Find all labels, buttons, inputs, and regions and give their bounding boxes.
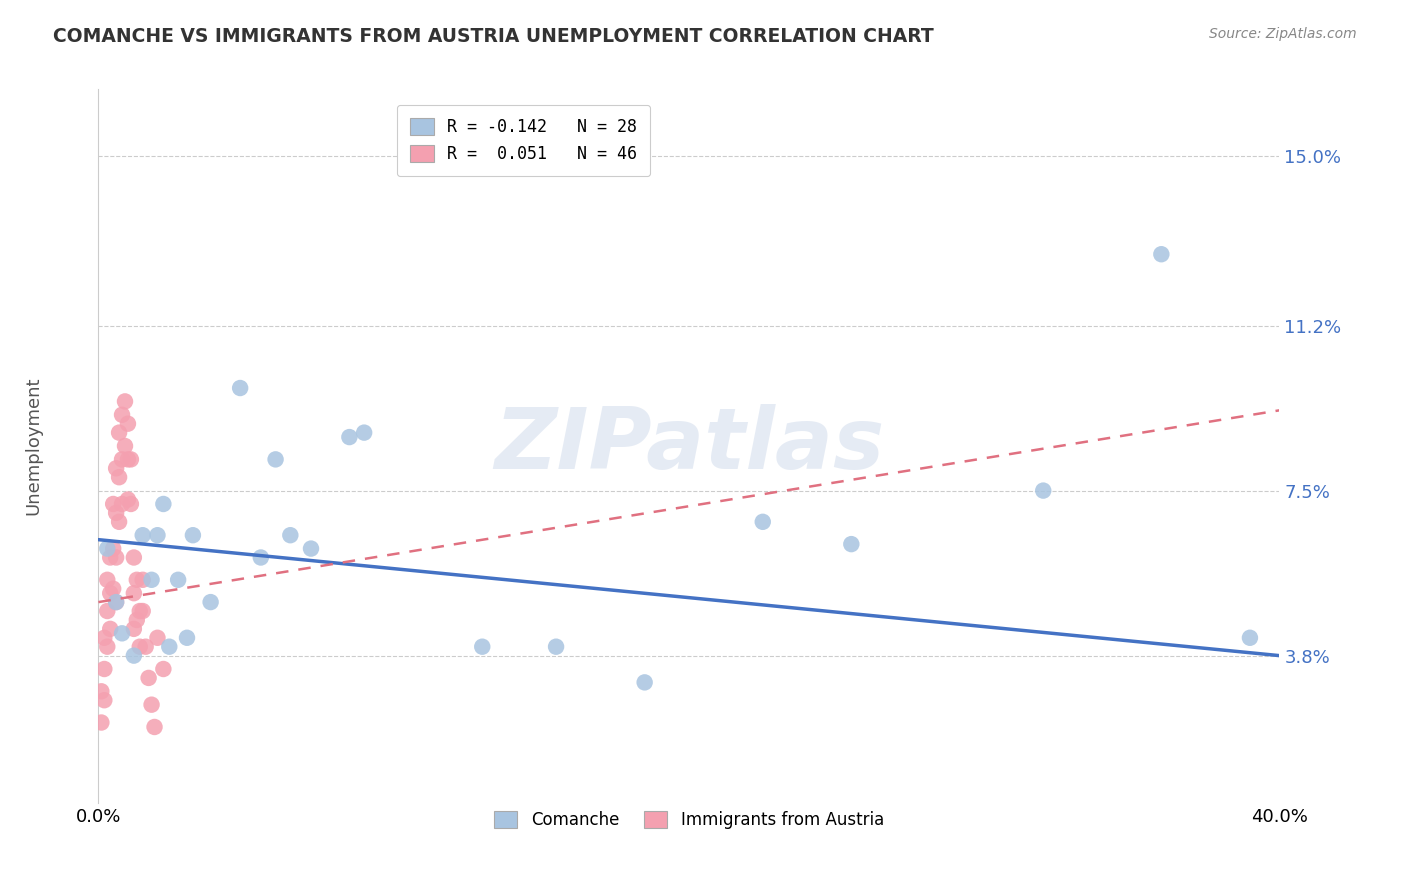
Point (634, 675, 657, 690)
Point (132, 573, 155, 587)
Point (105, 595, 128, 609)
Point (96, 604, 118, 618)
Point (181, 528, 204, 542)
Point (103, 582, 125, 596)
Point (122, 550, 145, 565)
Point (152, 662, 174, 676)
Legend: Comanche, Immigrants from Austria: Comanche, Immigrants from Austria (482, 799, 896, 841)
Point (111, 497, 134, 511)
Point (1032, 483, 1054, 498)
Point (120, 452, 142, 467)
Point (471, 640, 494, 654)
Point (120, 497, 142, 511)
Point (128, 604, 150, 618)
Point (108, 515, 131, 529)
Point (103, 541, 125, 556)
Point (841, 537, 863, 551)
Point (546, 640, 568, 654)
Point (299, 541, 322, 556)
Point (135, 640, 157, 654)
Point (176, 631, 198, 645)
Point (125, 613, 148, 627)
Point (105, 461, 128, 475)
Point (264, 452, 287, 467)
Point (122, 648, 145, 663)
Point (105, 595, 128, 609)
Point (138, 671, 160, 685)
Point (108, 425, 131, 440)
Point (96, 640, 118, 654)
Text: Source: ZipAtlas.com: Source: ZipAtlas.com (1209, 27, 1357, 41)
Point (90, 684, 112, 698)
Point (152, 497, 174, 511)
Point (98, 586, 121, 600)
Point (122, 622, 145, 636)
Point (250, 550, 273, 565)
Point (353, 425, 375, 440)
Text: COMANCHE VS IMMIGRANTS FROM AUSTRIA UNEMPLOYMENT CORRELATION CHART: COMANCHE VS IMMIGRANTS FROM AUSTRIA UNEM… (53, 27, 934, 45)
Point (157, 640, 180, 654)
Point (146, 528, 169, 542)
Point (141, 573, 163, 587)
Point (117, 417, 139, 431)
Point (108, 470, 131, 484)
Point (96, 541, 118, 556)
Point (103, 497, 125, 511)
Point (96, 573, 118, 587)
Point (132, 528, 155, 542)
Point (93, 693, 115, 707)
Point (339, 430, 361, 444)
Point (93, 662, 115, 676)
Point (114, 439, 136, 453)
Y-axis label: Unemployment: Unemployment (25, 376, 42, 516)
Point (128, 640, 150, 654)
Point (114, 394, 136, 409)
Point (93, 631, 115, 645)
Point (117, 492, 139, 507)
Point (146, 631, 169, 645)
Point (105, 550, 128, 565)
Point (111, 408, 134, 422)
Point (1150, 247, 1173, 261)
Point (122, 586, 145, 600)
Point (752, 515, 775, 529)
Point (105, 506, 128, 520)
Point (1239, 631, 1261, 645)
Point (111, 452, 134, 467)
Point (98, 550, 121, 565)
Point (280, 528, 302, 542)
Point (125, 573, 148, 587)
Point (143, 720, 166, 734)
Point (132, 604, 155, 618)
Point (98, 622, 121, 636)
Text: ZIPatlas: ZIPatlas (494, 404, 884, 488)
Point (141, 698, 163, 712)
Point (200, 595, 222, 609)
Point (167, 573, 190, 587)
Point (117, 452, 139, 467)
Point (229, 381, 252, 395)
Point (111, 626, 134, 640)
Point (90, 715, 112, 730)
